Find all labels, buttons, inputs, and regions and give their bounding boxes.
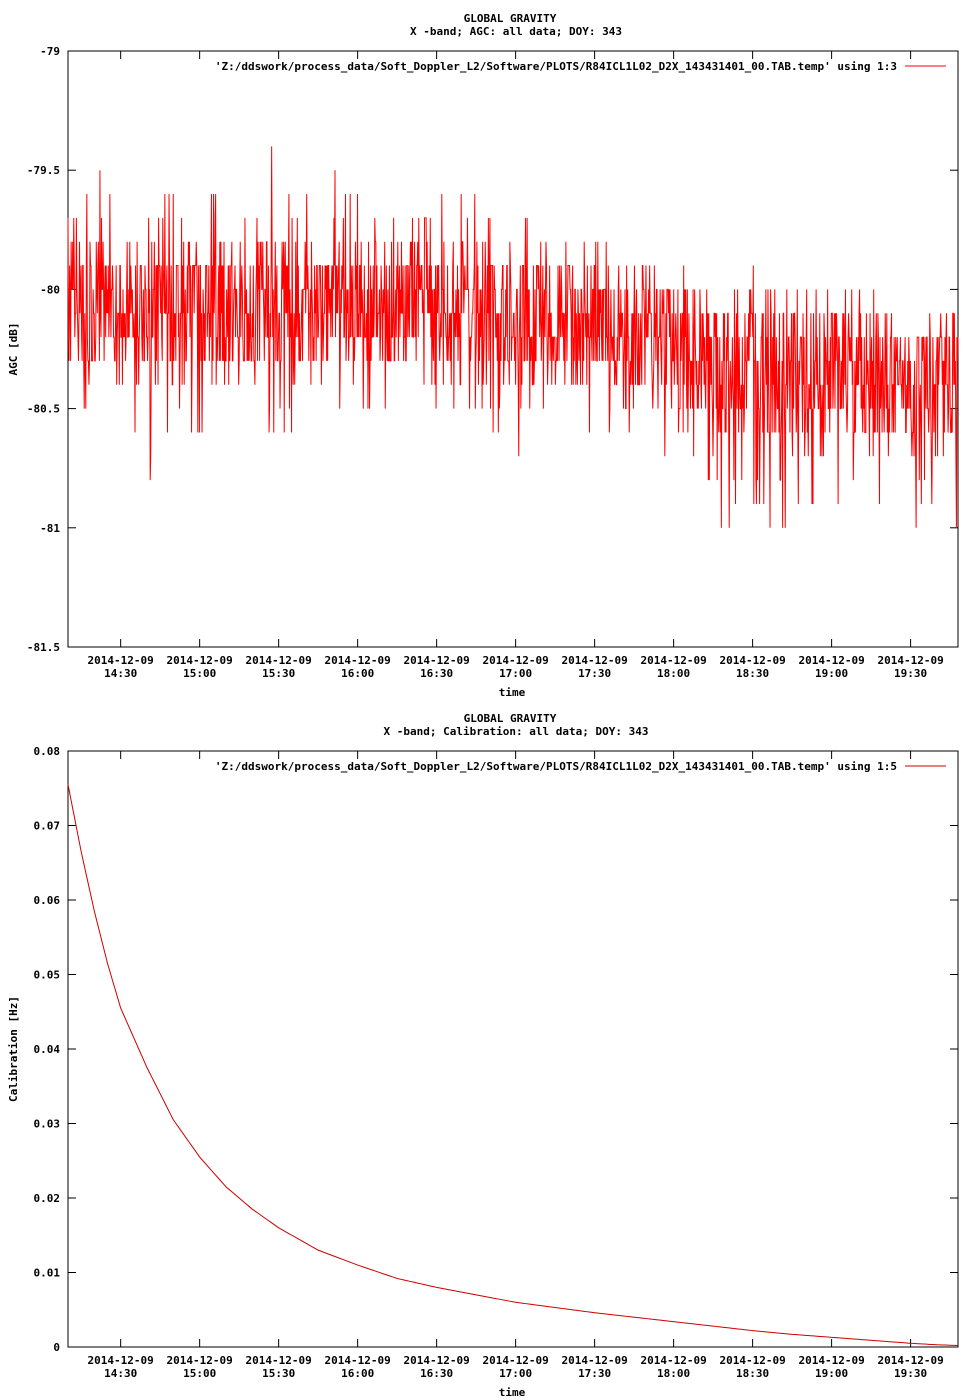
y-tick-label: -80.5 (27, 403, 60, 416)
y-axis-label: AGC [dB] (7, 323, 20, 376)
x-tick-date: 2014-12-09 (719, 654, 785, 667)
y-axis: -79 -79.5 -80 -80.5 -81 -81.5 (27, 45, 958, 654)
x-tick-time: 17:00 (499, 667, 532, 680)
x-tick-date: 2014-12-09 (641, 1354, 707, 1367)
x-tick-time: 18:30 (736, 1367, 769, 1380)
y-tick-label: 0 (53, 1341, 60, 1354)
series-layer (67, 146, 959, 528)
x-tick-time: 15:00 (183, 1367, 216, 1380)
x-tick-date: 2014-12-09 (88, 654, 154, 667)
series-line (67, 784, 959, 1347)
x-tick-date: 2014-12-09 (719, 1354, 785, 1367)
y-tick-label: 0.03 (34, 1118, 61, 1131)
x-tick-date: 2014-12-09 (404, 654, 470, 667)
x-tick-date: 2014-12-09 (562, 654, 628, 667)
plot-frame (67, 750, 959, 1348)
y-tick-label: -80 (40, 283, 60, 296)
y-tick-label: 0.01 (34, 1267, 61, 1280)
x-tick-time: 15:30 (262, 667, 295, 680)
x-tick-date: 2014-12-09 (325, 654, 391, 667)
x-tick-date: 2014-12-09 (877, 1354, 943, 1367)
y-tick-label: 0.02 (34, 1192, 61, 1205)
x-tick-time: 15:00 (183, 667, 216, 680)
y-tick-label: 0.06 (34, 894, 61, 907)
legend: 'Z:/ddswork/process_data/Soft_Doppler_L2… (215, 60, 946, 73)
legend-label: 'Z:/ddswork/process_data/Soft_Doppler_L2… (215, 60, 897, 73)
x-axis: 2014-12-0914:302014-12-0915:002014-12-09… (88, 51, 944, 680)
x-tick-date: 2014-12-09 (877, 654, 943, 667)
y-axis-label: Calibration [Hz] (7, 996, 20, 1102)
x-tick-date: 2014-12-09 (562, 1354, 628, 1367)
x-tick-time: 17:30 (578, 667, 611, 680)
x-tick-time: 14:30 (104, 667, 137, 680)
x-tick-time: 19:00 (815, 667, 848, 680)
y-tick-label: 0.08 (34, 745, 61, 758)
x-axis: 2014-12-0914:302014-12-0915:002014-12-09… (88, 751, 944, 1380)
legend-label: 'Z:/ddswork/process_data/Soft_Doppler_L2… (215, 760, 897, 773)
x-tick-date: 2014-12-09 (404, 1354, 470, 1367)
x-tick-time: 18:30 (736, 667, 769, 680)
series-line (67, 146, 959, 528)
x-tick-time: 14:30 (104, 1367, 137, 1380)
x-tick-time: 19:30 (894, 1367, 927, 1380)
x-axis-label: time (499, 686, 526, 699)
x-tick-time: 16:30 (420, 1367, 453, 1380)
y-tick-label: -79 (40, 45, 60, 58)
chart-subtitle: X -band; Calibration: all data; DOY: 343 (384, 725, 649, 738)
x-axis-label: time (499, 1386, 526, 1399)
legend: 'Z:/ddswork/process_data/Soft_Doppler_L2… (215, 760, 946, 773)
x-tick-date: 2014-12-09 (88, 1354, 154, 1367)
x-tick-date: 2014-12-09 (325, 1354, 391, 1367)
x-tick-time: 16:30 (420, 667, 453, 680)
x-tick-date: 2014-12-09 (483, 1354, 549, 1367)
x-tick-time: 17:30 (578, 1367, 611, 1380)
x-tick-time: 17:00 (499, 1367, 532, 1380)
y-axis: 0.08 0.07 0.06 0.05 0.04 0.03 0.02 0.01 0 (34, 745, 958, 1354)
x-tick-date: 2014-12-09 (483, 654, 549, 667)
x-tick-time: 15:30 (262, 1367, 295, 1380)
x-tick-date: 2014-12-09 (246, 654, 312, 667)
x-tick-date: 2014-12-09 (798, 654, 864, 667)
x-tick-time: 19:00 (815, 1367, 848, 1380)
x-tick-time: 18:00 (657, 1367, 690, 1380)
calibration-chart: GLOBAL GRAVITY X -band; Calibration: all… (7, 712, 959, 1399)
x-tick-time: 19:30 (894, 667, 927, 680)
chart-title: GLOBAL GRAVITY (464, 712, 557, 725)
x-tick-date: 2014-12-09 (641, 654, 707, 667)
x-tick-date: 2014-12-09 (798, 1354, 864, 1367)
chart-subtitle: X -band; AGC: all data; DOY: 343 (410, 25, 622, 38)
y-tick-label: -81 (40, 522, 60, 535)
x-tick-time: 16:00 (341, 667, 374, 680)
x-tick-date: 2014-12-09 (167, 1354, 233, 1367)
chart-title: GLOBAL GRAVITY (464, 12, 557, 25)
y-tick-label: -79.5 (27, 164, 60, 177)
y-tick-label: 0.04 (34, 1043, 61, 1056)
series-layer (67, 784, 959, 1347)
x-tick-time: 16:00 (341, 1367, 374, 1380)
y-tick-label: 0.05 (34, 969, 61, 982)
x-tick-time: 18:00 (657, 667, 690, 680)
y-tick-label: 0.07 (34, 820, 61, 833)
x-tick-date: 2014-12-09 (246, 1354, 312, 1367)
agc-chart: GLOBAL GRAVITY X -band; AGC: all data; D… (7, 12, 959, 699)
y-tick-label: -81.5 (27, 641, 60, 654)
x-tick-date: 2014-12-09 (167, 654, 233, 667)
